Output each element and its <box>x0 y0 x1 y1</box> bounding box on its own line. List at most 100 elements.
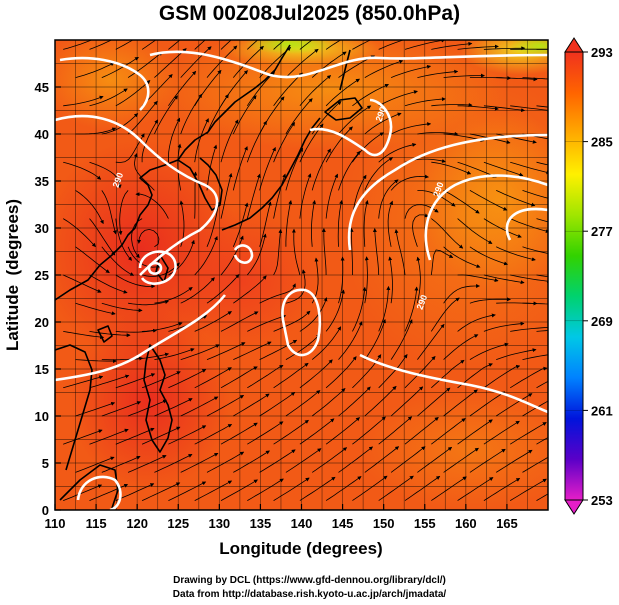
streamline <box>352 416 386 445</box>
streamline <box>509 366 548 389</box>
streamline <box>364 256 369 304</box>
contour-small-eddy <box>233 244 254 264</box>
streamline <box>522 456 548 473</box>
streamline <box>496 246 536 262</box>
streamline <box>273 40 286 50</box>
streamline <box>273 228 283 276</box>
streamline <box>63 331 105 340</box>
streamline <box>325 40 342 50</box>
streamline <box>522 354 548 360</box>
streamline <box>311 388 346 417</box>
streamline <box>378 90 418 107</box>
contour-label: 290 <box>374 105 389 123</box>
streamline <box>483 46 526 51</box>
streamline <box>364 385 397 417</box>
x-tick-label: 165 <box>496 516 518 531</box>
x-axis-ticks: 110 115 120 125 130 135 140 145 150 155 160 165 <box>45 504 518 531</box>
streamline <box>142 322 183 332</box>
contour-labels: 290 290 290 290 <box>111 105 446 311</box>
streamline <box>496 133 537 144</box>
streamline <box>127 51 163 78</box>
streamline <box>89 161 122 189</box>
streamline <box>457 313 496 332</box>
streamline <box>135 192 169 219</box>
streamline <box>291 228 301 276</box>
streamline <box>417 69 459 78</box>
streamline <box>325 173 339 219</box>
streamline <box>390 446 426 473</box>
streamline <box>310 199 317 247</box>
streamline <box>364 318 386 360</box>
streamline <box>247 40 259 50</box>
streamline <box>364 59 404 78</box>
x-tick-label: 130 <box>208 516 230 531</box>
streamline <box>378 285 391 332</box>
streamline <box>338 150 361 191</box>
streamline <box>372 228 380 276</box>
streamline <box>431 418 466 445</box>
streamline <box>168 481 207 501</box>
streamline <box>483 364 521 389</box>
streamline <box>299 476 336 501</box>
warm-region-northwest <box>55 40 180 130</box>
streamline <box>168 40 181 50</box>
streamline <box>75 359 117 364</box>
streamline <box>510 161 548 175</box>
streamline <box>220 422 258 445</box>
streamline <box>194 40 206 50</box>
streamline <box>390 64 432 78</box>
streamline <box>536 493 548 501</box>
x-tick-label: 160 <box>455 516 477 531</box>
streamline <box>101 56 139 78</box>
streamline <box>63 95 104 107</box>
streamline <box>404 97 446 107</box>
streamline <box>220 479 258 501</box>
streamline <box>285 448 322 473</box>
streamline <box>206 45 238 78</box>
streamline <box>115 328 158 333</box>
streamline <box>206 273 240 304</box>
streamline <box>89 40 113 50</box>
streamline <box>89 428 129 445</box>
warm-region-southeast <box>360 390 548 510</box>
streamline <box>536 161 548 166</box>
streamline <box>417 131 459 136</box>
streamline <box>273 419 309 445</box>
streamline <box>115 483 155 501</box>
contour-southwest-patch <box>76 475 122 510</box>
streamline <box>246 71 276 107</box>
streamline <box>496 77 538 82</box>
streamline <box>206 395 245 417</box>
contour-west-band-north <box>59 56 150 111</box>
streamline <box>247 478 284 501</box>
streamline <box>177 143 182 191</box>
streamline <box>443 284 481 304</box>
streamline <box>75 302 116 316</box>
streamline <box>285 269 306 304</box>
streamline <box>483 477 521 501</box>
x-tick-label: 145 <box>332 516 354 531</box>
streamline <box>232 45 264 78</box>
streamline <box>363 200 369 247</box>
streamline <box>522 302 548 305</box>
streamline <box>115 427 155 445</box>
contour-label: 290 <box>431 181 446 199</box>
streamline <box>325 476 362 501</box>
streamline <box>273 121 295 163</box>
streamline <box>299 297 328 332</box>
streamline <box>180 396 219 417</box>
contour-south-band <box>55 294 227 382</box>
streamline <box>232 202 249 247</box>
streamline <box>321 227 327 276</box>
streamline <box>417 387 451 417</box>
streamline <box>469 297 511 304</box>
streamline <box>154 454 193 473</box>
colorbar-tick-label: 261 <box>591 403 613 418</box>
coast-japan <box>221 117 321 231</box>
streamline <box>63 429 103 445</box>
streamline <box>364 112 402 135</box>
streamline <box>443 246 481 268</box>
streamline <box>510 274 548 284</box>
streamline <box>388 256 393 304</box>
lat-lon-grid <box>55 40 548 510</box>
